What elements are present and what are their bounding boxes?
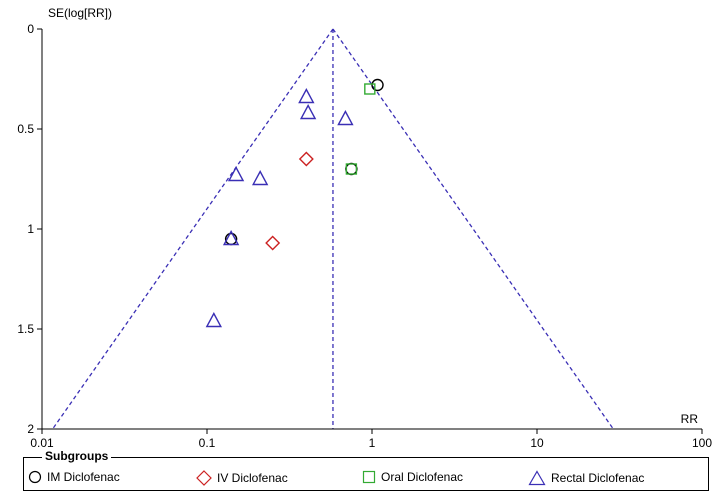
- legend-item-rectal: Rectal Diclofenac: [528, 470, 644, 486]
- x-tick-label: 0.01: [30, 436, 54, 450]
- im-diclofenac-point: [371, 78, 384, 92]
- funnel-right-limit: [332, 28, 614, 430]
- iv-diclofenac-point: [265, 235, 281, 251]
- x-tick-label: 0.1: [199, 436, 216, 450]
- oral-diclofenac-point: [345, 163, 358, 175]
- legend-title: Subgroups: [42, 449, 112, 463]
- legend: Subgroups IM Diclofenac IV Diclofenac Or…: [23, 449, 709, 491]
- rectal-diclofenac-point: [205, 312, 223, 328]
- rectal-diclofenac-point: [299, 104, 317, 120]
- circle-marker-icon: [28, 470, 42, 484]
- rectal-diclofenac-point: [298, 88, 315, 104]
- legend-label-oral: Oral Diclofenac: [381, 470, 464, 484]
- legend-item-im: IM Diclofenac: [28, 470, 120, 484]
- y-tick-label: 1: [27, 222, 34, 236]
- funnel-lines: [52, 28, 614, 430]
- data-points: [205, 78, 384, 328]
- rectal-diclofenac-point: [222, 230, 240, 246]
- triangle-marker-icon: [528, 470, 546, 486]
- diamond-marker-icon: [196, 470, 212, 486]
- y-axis-title: SE(log[RR]): [48, 6, 112, 20]
- rectal-diclofenac-point: [337, 110, 354, 126]
- y-tick-label: 0.5: [17, 122, 34, 136]
- x-tick-label: 100: [692, 436, 712, 450]
- x-tick-label: 1: [369, 436, 376, 450]
- legend-label-iv: IV Diclofenac: [217, 471, 288, 485]
- iv-diclofenac-point: [298, 151, 314, 167]
- rectal-diclofenac-point: [251, 170, 269, 186]
- x-axis-title: RR: [681, 412, 699, 426]
- x-tick-label: 10: [530, 436, 544, 450]
- y-tick-label: 1.5: [17, 322, 34, 336]
- im-diclofenac-point: [345, 162, 358, 176]
- square-marker-icon: [362, 470, 376, 484]
- axes: 0 0.5 1 1.5 20.01 0.1 1 10 100: [17, 22, 712, 450]
- legend-item-iv: IV Diclofenac: [196, 470, 288, 486]
- rectal-diclofenac-point: [227, 166, 245, 182]
- legend-label-rectal: Rectal Diclofenac: [551, 471, 645, 485]
- y-tick-label: 2: [27, 422, 34, 436]
- legend-label-im: IM Diclofenac: [47, 470, 120, 484]
- legend-item-oral: Oral Diclofenac: [362, 470, 463, 484]
- oral-diclofenac-point: [364, 83, 376, 95]
- funnel-plot: 0 0.5 1 1.5 20.01 0.1 1 10 100 SE(log[RR]) RR: [17, 6, 712, 450]
- y-tick-label: 0: [27, 22, 34, 36]
- funnel-left-limit: [52, 28, 334, 430]
